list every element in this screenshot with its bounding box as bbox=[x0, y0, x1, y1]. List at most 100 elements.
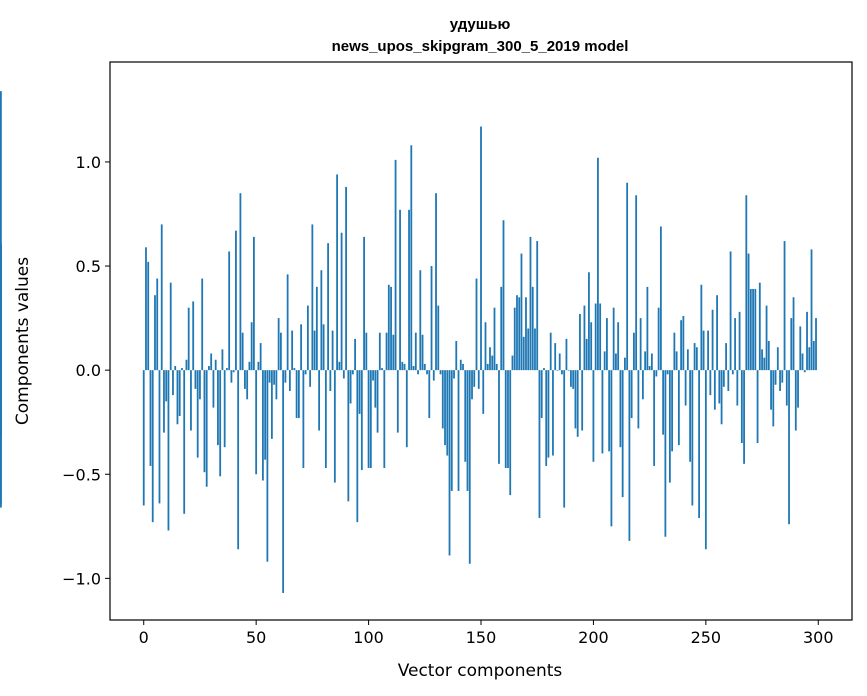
bar bbox=[686, 349, 689, 371]
bar bbox=[752, 288, 754, 371]
bar bbox=[621, 370, 624, 498]
bar bbox=[668, 370, 671, 483]
bar bbox=[525, 297, 527, 371]
bar bbox=[516, 295, 518, 371]
bar bbox=[716, 295, 718, 371]
bar bbox=[812, 341, 815, 371]
bar bbox=[592, 370, 595, 462]
bar bbox=[399, 209, 401, 371]
bar bbox=[163, 370, 165, 433]
bar bbox=[540, 370, 543, 419]
bar bbox=[444, 370, 446, 446]
bar bbox=[650, 353, 653, 371]
bar bbox=[466, 370, 469, 491]
y-axis-ticks: −1.0 −0.5 0.0 0.5 1.0 bbox=[62, 153, 110, 588]
x-axis-ticks: 0 50 100 150 200 250 300 bbox=[139, 620, 834, 647]
bar bbox=[417, 370, 419, 375]
bar bbox=[199, 370, 201, 400]
bar bbox=[675, 351, 678, 371]
bar bbox=[360, 370, 363, 471]
bar bbox=[291, 330, 294, 371]
bar bbox=[235, 230, 237, 371]
bar bbox=[181, 368, 183, 371]
x-tick-label: 0 bbox=[139, 628, 149, 647]
bar bbox=[403, 363, 406, 371]
bar bbox=[185, 359, 188, 371]
bar bbox=[502, 220, 505, 371]
bar bbox=[513, 307, 516, 371]
bar bbox=[646, 286, 649, 371]
bar bbox=[273, 370, 276, 385]
bar bbox=[644, 351, 647, 371]
bar bbox=[666, 370, 669, 375]
bar bbox=[747, 253, 750, 371]
bar bbox=[453, 370, 455, 379]
bar bbox=[365, 332, 368, 371]
bar bbox=[376, 370, 379, 433]
bar bbox=[740, 370, 743, 444]
bar bbox=[790, 318, 793, 371]
bar bbox=[520, 253, 523, 371]
bar bbox=[459, 359, 462, 371]
bar bbox=[0, 243, 2, 371]
bar bbox=[257, 361, 260, 371]
bar bbox=[736, 370, 739, 406]
bar bbox=[354, 338, 356, 371]
bar bbox=[430, 266, 433, 371]
bar bbox=[641, 370, 644, 400]
bar bbox=[552, 370, 554, 456]
bar bbox=[288, 370, 291, 391]
bar bbox=[324, 370, 327, 469]
bar bbox=[284, 370, 287, 383]
bar bbox=[624, 357, 626, 371]
bar bbox=[522, 336, 525, 371]
chart-subtitle: news_upos_skipgram_300_5_2019 model bbox=[332, 38, 629, 55]
bar bbox=[259, 343, 262, 371]
bar bbox=[0, 349, 2, 371]
bar bbox=[765, 305, 768, 371]
y-tick-label: 0.5 bbox=[76, 257, 101, 276]
bar bbox=[351, 370, 354, 375]
bar bbox=[615, 353, 617, 371]
x-tick-label: 100 bbox=[353, 628, 384, 647]
bar bbox=[0, 370, 2, 508]
bar bbox=[214, 359, 217, 371]
bar bbox=[295, 370, 298, 419]
bar bbox=[282, 370, 285, 593]
bar bbox=[486, 363, 489, 371]
bar bbox=[248, 361, 251, 371]
bar bbox=[219, 370, 222, 477]
bar bbox=[145, 247, 147, 371]
bar bbox=[554, 343, 557, 371]
bar bbox=[547, 370, 550, 458]
bar bbox=[707, 330, 709, 371]
bar bbox=[322, 324, 325, 371]
bar bbox=[246, 370, 249, 400]
bar bbox=[597, 157, 599, 371]
bar bbox=[174, 365, 177, 371]
bar bbox=[367, 370, 370, 469]
bar bbox=[333, 370, 336, 483]
bar bbox=[606, 318, 608, 371]
bar bbox=[806, 311, 808, 371]
bar bbox=[405, 370, 408, 448]
bar bbox=[394, 159, 397, 371]
x-tick-label: 250 bbox=[691, 628, 722, 647]
bar bbox=[657, 307, 660, 371]
bar bbox=[617, 322, 620, 371]
bar bbox=[581, 370, 584, 431]
bar bbox=[779, 370, 781, 391]
bar bbox=[776, 347, 779, 371]
bar bbox=[633, 332, 635, 371]
bar bbox=[172, 370, 174, 396]
bar bbox=[556, 370, 559, 371]
bar bbox=[639, 318, 642, 371]
bar bbox=[311, 224, 314, 371]
bar bbox=[558, 353, 561, 371]
bar bbox=[561, 370, 563, 375]
bar bbox=[677, 370, 680, 446]
bar bbox=[767, 341, 770, 371]
bar bbox=[154, 295, 156, 371]
bar bbox=[693, 343, 696, 371]
